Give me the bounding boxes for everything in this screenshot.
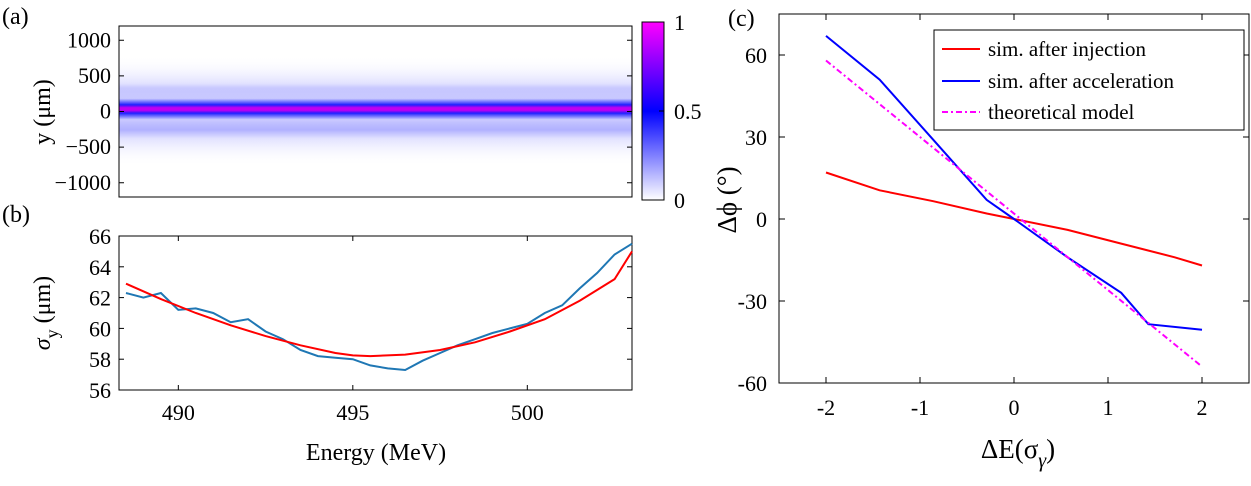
- sigma-xtick-label: 495: [336, 400, 369, 425]
- phase-ylabel: Δϕ (°): [712, 166, 742, 233]
- sigma-ytick-label: 64: [89, 255, 111, 280]
- phase-xtick-label: 1: [1103, 395, 1114, 420]
- colorbar-tick-label: 1: [674, 10, 685, 35]
- heatmap-ytick-label: −500: [66, 134, 111, 159]
- colorbar-tick-label: 0.5: [674, 99, 702, 124]
- legend-label-injection: sim. after injection: [988, 37, 1147, 61]
- phase-xlabel-sub: γ: [1038, 450, 1047, 472]
- heatmap-ylabel: y (μm): [30, 79, 56, 145]
- sigma-x-axis: 490 495 500: [162, 236, 544, 425]
- phase-series: [825, 35, 1203, 368]
- sigma-xtick-label: 490: [162, 400, 195, 425]
- sigma-ylabel-unit: (μm): [30, 276, 56, 324]
- phase-xtick-label: 0: [1009, 395, 1020, 420]
- phase-ytick-label: -60: [738, 371, 767, 396]
- phase-xlabel-close: ): [1046, 434, 1055, 464]
- phase-panel: -2 -1 0 1 2 60 30 0 -30 -60 ΔE(σγ) Δϕ (°) sim. a…: [712, 13, 1250, 472]
- sigma-y-axis: 66 64 62 60 58 56: [89, 224, 632, 403]
- sigma-ytick-label: 60: [89, 316, 111, 341]
- panel-label-b: (b): [2, 202, 30, 228]
- sigma-panel: 490 495 500 66 64 62 60 58 56 Energy (MeV) σy (μ…: [30, 224, 633, 466]
- heatmap-ytick-label: 0: [100, 99, 111, 124]
- heatmap-ytick-label: 500: [78, 63, 111, 88]
- phase-x-axis: -2 -1 0 1 2: [817, 14, 1208, 420]
- phase-xtick-label: -1: [911, 395, 929, 420]
- sigma-line-fit: [125, 250, 633, 358]
- panel-label-c: (c): [728, 6, 755, 32]
- phase-xtick-label: -2: [817, 395, 835, 420]
- phase-xlabel: ΔE(σγ): [981, 434, 1055, 472]
- sigma-xlabel: Energy (MeV): [306, 440, 446, 466]
- sigma-ylabel: σy (μm): [30, 276, 62, 350]
- sigma-line-measured: [125, 242, 633, 372]
- heatmap-ytick-label: −1000: [55, 170, 111, 195]
- legend-box: [933, 29, 1245, 131]
- legend-label-acceleration: sim. after acceleration: [988, 69, 1174, 93]
- legend: sim. after injection sim. after accelera…: [933, 29, 1245, 131]
- panel-label-a: (a): [2, 4, 29, 30]
- heatmap-y-axis: 1000 500 0 −500 −1000: [55, 27, 632, 195]
- sigma-ytick-label: 58: [89, 347, 111, 372]
- heatmap-ytick-label: 1000: [67, 27, 111, 52]
- colorbar-tick-label: 0: [674, 188, 685, 213]
- sigma-xtick-label: 500: [511, 400, 544, 425]
- sigma-series: [125, 242, 633, 372]
- sigma-ytick-label: 56: [89, 378, 111, 403]
- colorbar-ticks: 10.50: [659, 10, 702, 213]
- sigma-ytick-label: 62: [89, 286, 111, 311]
- phase-ytick-label: 0: [756, 207, 767, 232]
- phase-y-axis: 60 30 0 -30 -60: [738, 43, 1249, 396]
- phase-line-theory: [825, 59, 1203, 368]
- phase-ytick-label: -30: [738, 289, 767, 314]
- phase-line-acceleration: [825, 35, 1203, 331]
- phase-xlabel-main: ΔE(σ: [981, 434, 1039, 464]
- legend-label-theory: theoretical model: [988, 100, 1135, 124]
- beam-core: [119, 88, 632, 130]
- phase-xtick-label: 2: [1197, 395, 1208, 420]
- sigma-ylabel-sub: y: [42, 329, 62, 338]
- phase-ytick-label: 30: [745, 125, 767, 150]
- phase-ytick-label: 60: [745, 43, 767, 68]
- sigma-ylabel-symbol: σ: [30, 337, 56, 350]
- sigma-ytick-label: 66: [89, 224, 111, 249]
